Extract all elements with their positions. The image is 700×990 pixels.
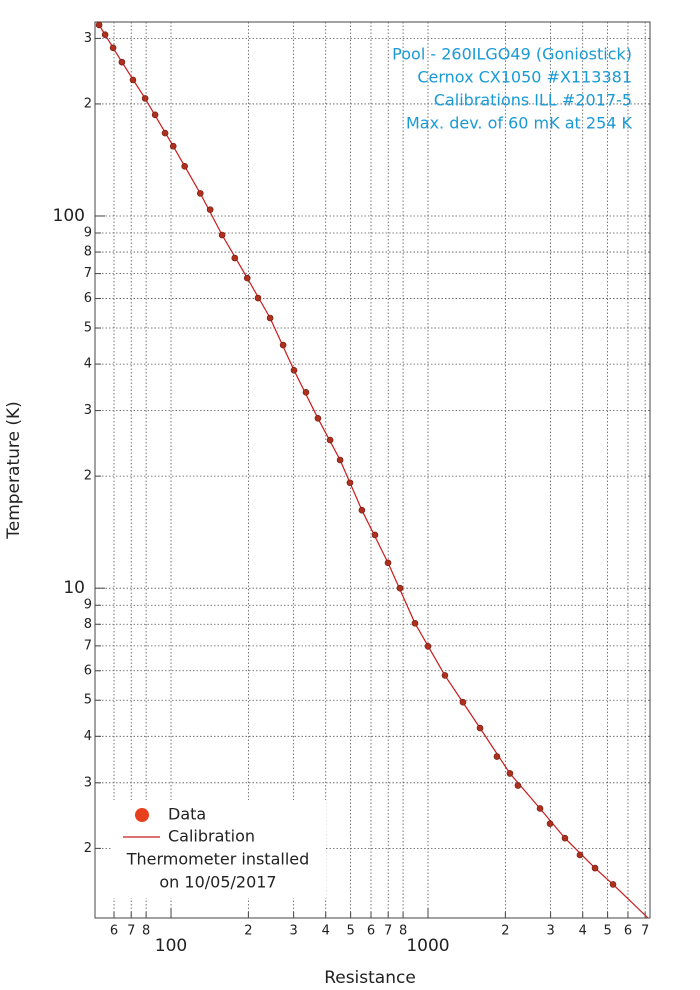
data-point <box>95 21 103 29</box>
legend-label: Calibration <box>168 827 255 846</box>
y-tick-label: 2 <box>84 469 92 484</box>
data-point <box>561 834 569 842</box>
data-point <box>197 190 204 197</box>
data-point <box>101 31 109 38</box>
data-point <box>476 724 484 732</box>
data-point <box>336 456 344 464</box>
data-point <box>371 531 379 539</box>
data-point <box>129 76 137 84</box>
x-tick-label: 7 <box>127 924 135 939</box>
legend-label: Data <box>168 805 206 824</box>
x-tick-label: 6 <box>367 924 375 939</box>
data-point <box>302 388 310 396</box>
data-point <box>109 44 117 52</box>
data-point <box>546 820 554 827</box>
annotation: Pool - 260ILGO49 (Goniostick) <box>392 45 632 64</box>
data-point <box>279 341 287 349</box>
y-tick-label: 5 <box>84 321 92 336</box>
annotation: Max. dev. of 60 mK at 254 K <box>406 114 633 133</box>
data-point <box>243 274 251 282</box>
x-tick-label: 8 <box>399 924 407 939</box>
x-tick-label: 1000 <box>406 936 449 956</box>
y-tick-label: 6 <box>84 663 92 678</box>
data-point <box>314 415 322 422</box>
data-point <box>266 314 274 322</box>
y-tick-label: 3 <box>84 31 92 46</box>
data-point <box>169 142 177 150</box>
x-tick-label: 5 <box>603 924 611 939</box>
y-axis-title: Temperature (K) <box>4 401 24 540</box>
data-point <box>576 851 584 859</box>
plot-frame <box>94 21 651 919</box>
x-axis-title: Resistance <box>324 968 416 988</box>
data-point <box>441 672 449 679</box>
x-tick-label: 3 <box>289 924 297 939</box>
data-point <box>231 254 239 262</box>
data-point <box>141 95 149 102</box>
y-tick-label: 4 <box>84 357 92 372</box>
calibration-line <box>98 24 649 919</box>
y-tick-label: 7 <box>84 266 92 281</box>
data-point <box>346 479 354 487</box>
data-point <box>384 559 392 567</box>
data-point <box>459 698 467 706</box>
y-tick-label: 100 <box>53 206 85 226</box>
y-tick-label: 8 <box>84 617 92 632</box>
x-tick-label: 6 <box>624 924 632 939</box>
x-tick-label: 8 <box>142 924 150 939</box>
data-point <box>514 782 522 789</box>
y-tick-label: 6 <box>84 291 92 306</box>
data-point <box>358 506 366 514</box>
data-point <box>218 231 226 239</box>
x-tick-label: 2 <box>501 924 509 939</box>
legend-note: Thermometer installed <box>126 850 310 869</box>
data-point <box>424 643 432 650</box>
legend-marker <box>135 808 149 822</box>
data-point <box>151 111 159 119</box>
x-tick-label: 4 <box>322 924 330 939</box>
data-point <box>290 366 298 374</box>
data-point <box>609 881 617 888</box>
x-tick-label: 6 <box>110 924 118 939</box>
annotation: Cernox CX1050 #X113381 <box>417 68 632 87</box>
y-tick-label: 2 <box>84 96 92 111</box>
data-point <box>161 129 169 137</box>
x-tick-label: 5 <box>347 924 355 939</box>
data-point <box>493 753 501 760</box>
x-tick-label: 3 <box>546 924 554 939</box>
y-tick-label: 10 <box>63 578 85 598</box>
data-point <box>411 619 419 627</box>
annotation: Calibrations ILL #2017-5 <box>434 91 632 110</box>
x-tick-label: 7 <box>384 924 392 939</box>
data-point <box>118 58 126 66</box>
data-point <box>506 770 514 777</box>
y-tick-label: 8 <box>84 245 92 260</box>
y-tick-label: 3 <box>84 403 92 418</box>
data-point <box>206 206 214 213</box>
x-tick-label: 2 <box>244 924 252 939</box>
y-tick-label: 3 <box>84 775 92 790</box>
y-tick-label: 4 <box>84 729 92 744</box>
y-tick-label: 9 <box>84 598 92 613</box>
x-tick-label: 100 <box>155 936 187 956</box>
data-point <box>591 864 599 872</box>
data-point <box>254 294 262 302</box>
y-tick-label: 9 <box>84 226 92 241</box>
data-point <box>326 436 334 444</box>
y-tick-label: 2 <box>84 841 92 856</box>
x-tick-label: 7 <box>641 924 649 939</box>
legend-note: on 10/05/2017 <box>159 873 276 892</box>
x-tick-label: 4 <box>579 924 587 939</box>
y-tick-label: 5 <box>84 693 92 708</box>
data-point <box>181 162 188 170</box>
data-point <box>396 584 404 592</box>
y-tick-label: 7 <box>84 638 92 653</box>
data-point <box>536 805 544 812</box>
